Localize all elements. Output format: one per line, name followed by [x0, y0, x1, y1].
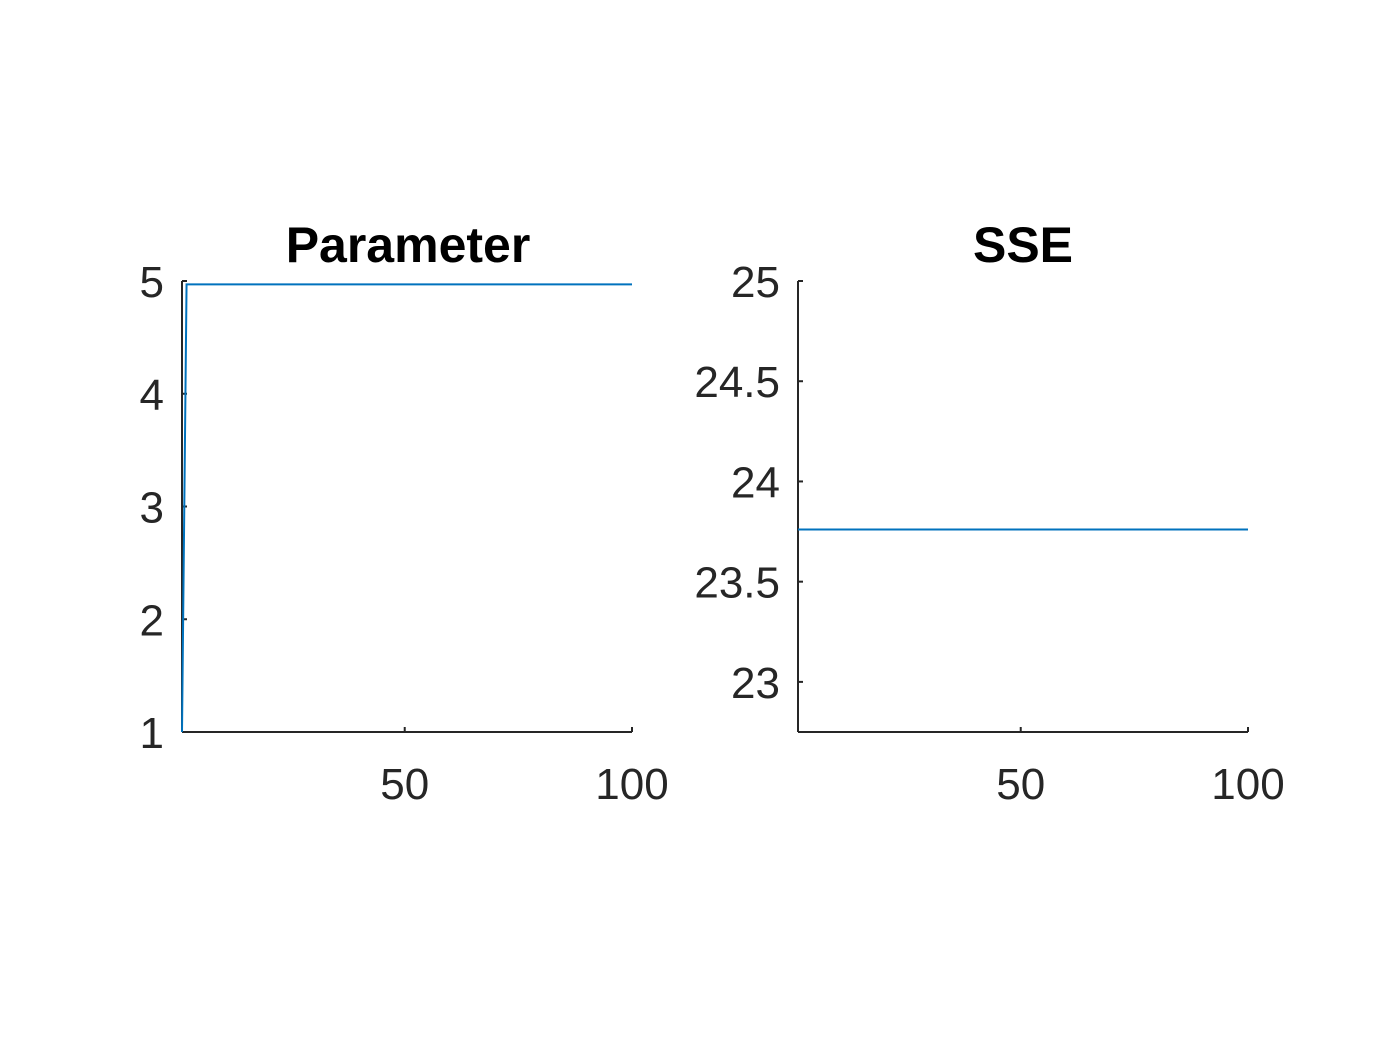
parameter-x-tick-label: 50 [380, 760, 429, 809]
sse-y-tick-label: 24.5 [694, 358, 780, 407]
parameter-y-tick-label: 5 [140, 258, 164, 307]
parameter-y-tick-label: 2 [140, 596, 164, 645]
sse-y-tick-label: 23 [731, 659, 780, 708]
parameter-series-line [181, 283, 632, 733]
sse-x-tick-label: 50 [996, 760, 1045, 809]
sse-y-tick-label: 24 [731, 458, 780, 507]
sse-y-tick-label: 23.5 [694, 559, 780, 608]
sse-subplot: SSE 23 23.5 24 24.5 25 50 100 [694, 217, 1284, 809]
parameter-subplot: Parameter 1 2 3 4 5 50 100 [140, 217, 669, 809]
parameter-y-tick-label: 3 [140, 484, 164, 533]
parameter-title: Parameter [286, 217, 531, 273]
sse-x-tick-label: 100 [1211, 760, 1284, 809]
parameter-y-tick-label: 4 [140, 371, 164, 420]
parameter-x-tick-label: 100 [595, 760, 668, 809]
sse-y-tick-label: 25 [731, 258, 780, 307]
parameter-y-tick-label: 1 [140, 709, 164, 758]
sse-title: SSE [973, 217, 1073, 273]
